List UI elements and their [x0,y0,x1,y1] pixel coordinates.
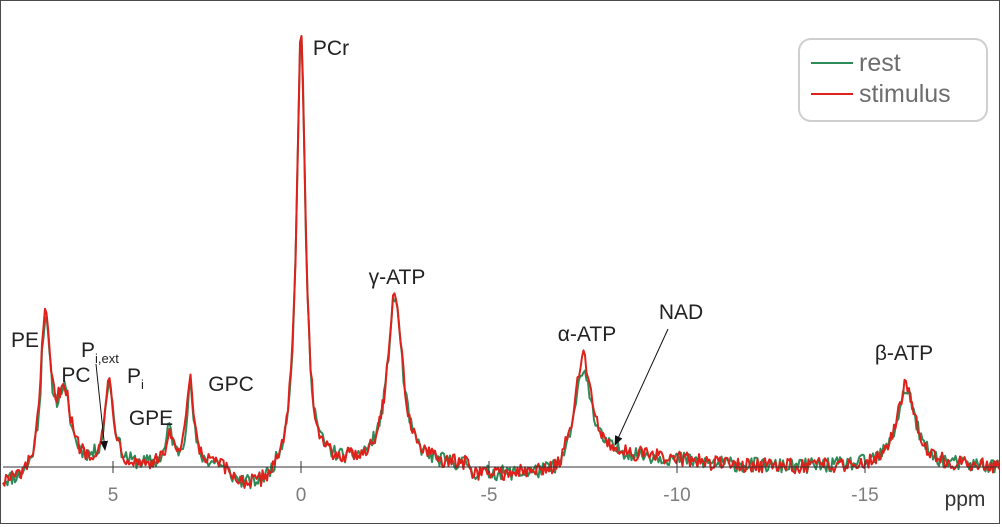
peak-label: GPC [208,373,254,396]
peak-label: Pi,ext [81,339,119,366]
peak-label: β-ATP [875,342,933,365]
x-tick-label: -10 [663,485,690,506]
x-tick-label: 5 [108,485,119,506]
peak-label: PE [11,329,39,352]
peak-label: Pi [127,365,144,392]
arrow-nad [614,328,669,446]
peak-label: PCr [313,37,349,60]
peak-label: γ-ATP [369,266,426,289]
x-axis-label: ppm [945,488,986,511]
peak-label: PC [61,364,90,387]
peak-label: NAD [659,301,703,324]
arrow-pi-ext [95,363,109,451]
peak-label: GPE [129,407,173,430]
peak-label: α-ATP [558,323,616,346]
x-tick-label: -15 [851,485,878,506]
x-tick-label: -5 [481,485,498,506]
x-tick-label: 0 [296,485,307,506]
legend-box [798,38,988,122]
series-line-rest [2,35,1000,490]
legend-label-rest: rest [859,49,901,77]
legend-label-stimulus: stimulus [859,80,951,108]
legend: rest stimulus [798,38,988,122]
x-axis: 5 0 -5 -10 -15 ppm [3,461,999,511]
spectrum-traces [2,35,1000,490]
series-line-stimulus [2,35,1000,489]
